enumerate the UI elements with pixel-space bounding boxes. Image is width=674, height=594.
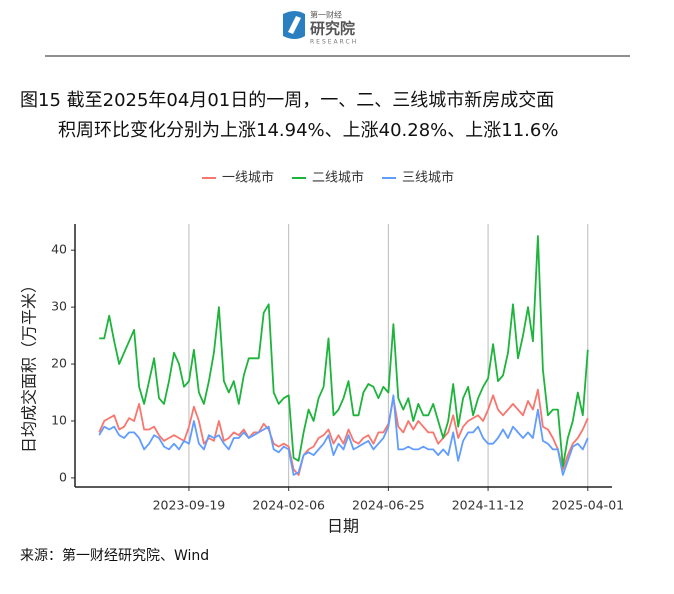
series-line [98, 394, 589, 476]
chart-title: 积周环比变化分别为上涨14.94%、上涨40.28%、上涨11.6% [58, 120, 558, 141]
y-tick-label: 10 [51, 412, 67, 427]
chart-title: 图15 截至2025年04月01日的一周，一、二、三线城市新房成交面 [20, 90, 554, 111]
y-tick-label: 20 [51, 356, 67, 371]
x-axis-label: 日期 [327, 517, 359, 536]
x-tick-label: 2025-04-01 [551, 498, 624, 513]
y-tick-label: 0 [59, 469, 67, 484]
logo-icon-mark [288, 16, 301, 34]
legend-label: 三线城市 [402, 170, 454, 186]
y-tick-label: 30 [51, 299, 67, 314]
legend-label: 一线城市 [222, 170, 274, 186]
x-tick-label: 2024-11-12 [452, 498, 525, 513]
logo: 第一财经 研究院 RESEARCH [283, 10, 358, 46]
series-line [99, 235, 589, 468]
logo-top: 第一财经 [310, 10, 342, 20]
y-tick-label: 40 [51, 242, 67, 257]
x-tick-label: 2024-06-25 [352, 498, 425, 513]
legend-label: 二线城市 [312, 170, 364, 186]
y-axis-label: 日均成交面积（万平米） [20, 277, 39, 453]
series-line [98, 388, 589, 476]
x-tick-label: 2023-09-19 [153, 498, 226, 513]
x-tick-label: 2024-02-06 [252, 498, 325, 513]
logo-name: 研究院 [310, 20, 355, 38]
source: 来源：第一财经研究院、Wind [20, 547, 209, 564]
logo-sub: RESEARCH [310, 39, 358, 46]
